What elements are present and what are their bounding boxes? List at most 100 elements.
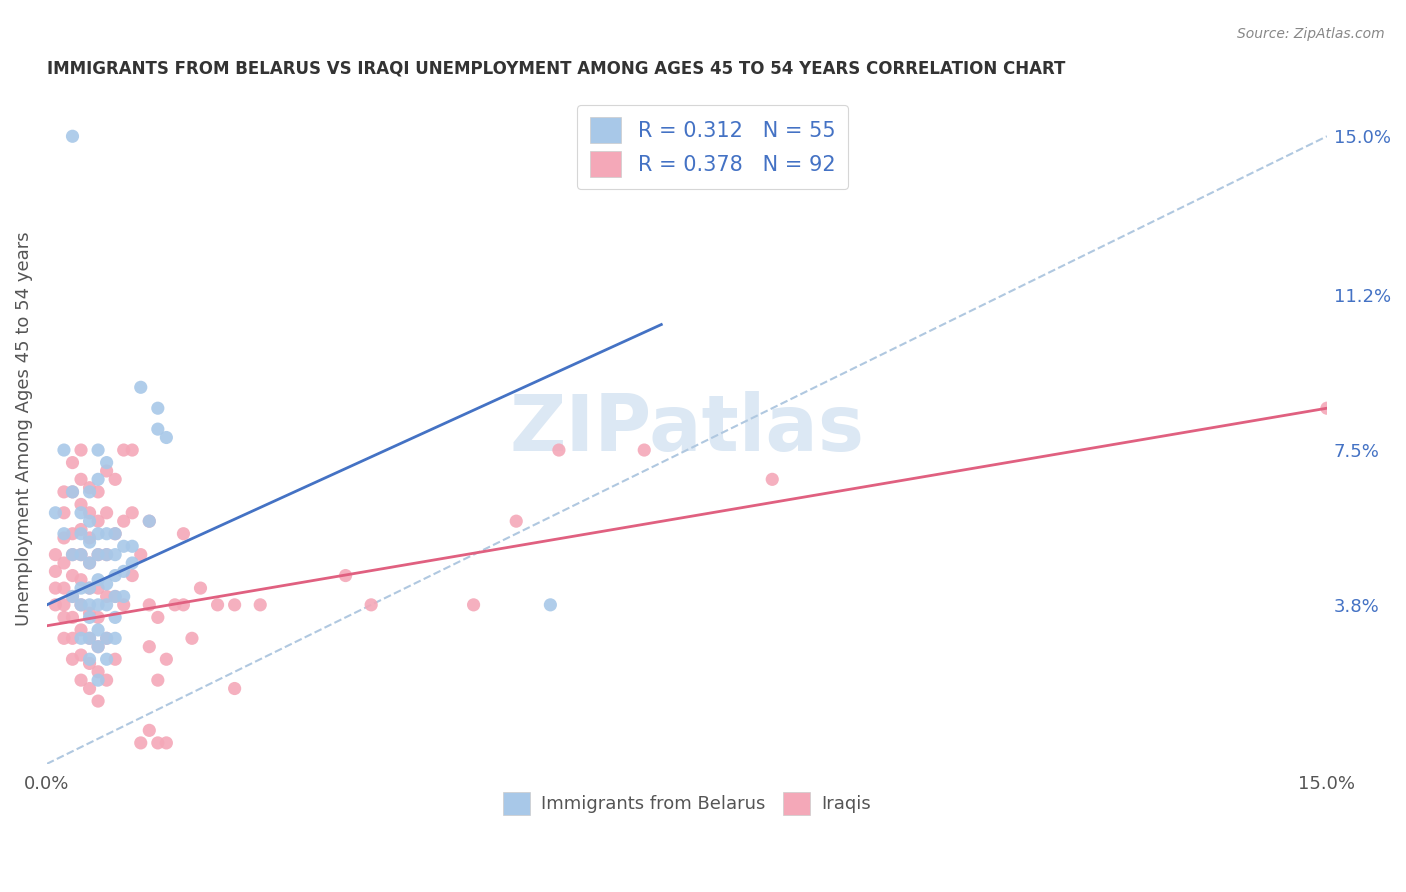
Point (1316, 401, 1339, 416)
Point (163, 598, 186, 612)
Point (96, 548, 118, 562)
Point (96, 652, 118, 666)
Point (548, 443, 571, 458)
Point (172, 526, 194, 541)
Point (79, 632, 101, 646)
Point (70, 443, 93, 458)
Point (62, 652, 84, 666)
Point (70, 523, 93, 537)
Point (79, 484, 101, 499)
Point (129, 380, 152, 394)
Point (181, 632, 204, 646)
Point (52, 526, 75, 541)
Point (112, 565, 135, 579)
Point (87, 573, 110, 587)
Point (96, 456, 118, 470)
Point (104, 590, 127, 604)
Point (62, 590, 84, 604)
Point (44, 565, 66, 579)
Point (70, 673, 93, 687)
Point (44, 506, 66, 520)
Point (96, 526, 118, 541)
Point (70, 548, 93, 562)
Point (70, 526, 93, 541)
Point (87, 598, 110, 612)
Point (224, 681, 246, 696)
Point (112, 598, 135, 612)
Legend: Immigrants from Belarus, Iraqis: Immigrants from Belarus, Iraqis (496, 785, 879, 822)
Point (96, 577, 118, 591)
Text: Source: ZipAtlas.com: Source: ZipAtlas.com (1237, 27, 1385, 41)
Point (207, 598, 229, 612)
Point (87, 526, 110, 541)
Point (52, 632, 75, 646)
Point (87, 610, 110, 624)
Point (79, 514, 101, 528)
Point (87, 694, 110, 708)
Point (146, 736, 169, 750)
Point (79, 657, 101, 671)
Point (121, 568, 143, 582)
Point (62, 526, 84, 541)
Point (96, 548, 118, 562)
Point (87, 443, 110, 458)
Point (224, 598, 246, 612)
Point (87, 623, 110, 637)
Point (62, 484, 84, 499)
Point (79, 598, 101, 612)
Point (79, 535, 101, 549)
Point (121, 539, 143, 553)
Point (360, 598, 382, 612)
Point (87, 673, 110, 687)
Point (155, 430, 177, 444)
Point (87, 472, 110, 486)
Point (79, 652, 101, 666)
Point (79, 556, 101, 570)
Point (146, 422, 169, 436)
Point (70, 548, 93, 562)
Point (112, 514, 135, 528)
Point (79, 632, 101, 646)
Point (52, 506, 75, 520)
Point (70, 573, 93, 587)
Point (112, 443, 135, 458)
Point (79, 531, 101, 545)
Point (146, 673, 169, 687)
Point (70, 632, 93, 646)
Point (172, 598, 194, 612)
Point (121, 556, 143, 570)
Point (121, 443, 143, 458)
Point (70, 506, 93, 520)
Point (112, 539, 135, 553)
Point (70, 472, 93, 486)
Point (87, 514, 110, 528)
Text: ZIPatlas: ZIPatlas (509, 391, 865, 467)
Point (129, 736, 152, 750)
Point (62, 456, 84, 470)
Point (96, 590, 118, 604)
Point (104, 526, 127, 541)
Point (87, 548, 110, 562)
Point (96, 673, 118, 687)
Point (155, 652, 177, 666)
Point (249, 598, 271, 612)
Point (104, 610, 127, 624)
Point (138, 598, 160, 612)
Y-axis label: Unemployment Among Ages 45 to 54 years: Unemployment Among Ages 45 to 54 years (15, 232, 32, 626)
Point (96, 598, 118, 612)
Point (62, 568, 84, 582)
Point (129, 548, 152, 562)
Point (70, 648, 93, 662)
Text: IMMIGRANTS FROM BELARUS VS IRAQI UNEMPLOYMENT AMONG AGES 45 TO 54 YEARS CORRELAT: IMMIGRANTS FROM BELARUS VS IRAQI UNEMPLO… (46, 60, 1066, 78)
Point (79, 606, 101, 620)
Point (62, 610, 84, 624)
Point (138, 640, 160, 654)
Point (62, 548, 84, 562)
Point (44, 581, 66, 595)
Point (79, 581, 101, 595)
Point (52, 610, 75, 624)
Point (52, 598, 75, 612)
Point (79, 610, 101, 624)
Point (104, 568, 127, 582)
Point (87, 548, 110, 562)
